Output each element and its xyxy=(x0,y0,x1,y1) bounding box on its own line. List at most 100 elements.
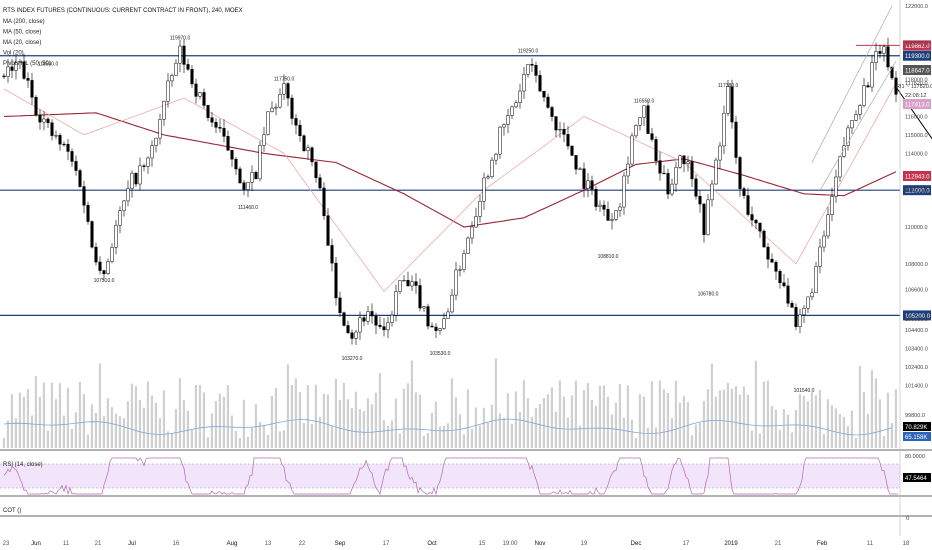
candle-body xyxy=(830,196,834,215)
volume-bar xyxy=(10,394,13,448)
candle-body xyxy=(550,107,554,117)
volume-bar xyxy=(806,401,809,448)
volume-bar xyxy=(194,384,197,448)
volume-bar xyxy=(130,383,133,448)
candle-body xyxy=(138,165,142,185)
volume-bar xyxy=(502,417,505,448)
candle-body xyxy=(486,176,490,179)
candle-body xyxy=(166,80,170,102)
volume-bar xyxy=(326,394,329,448)
candle-body xyxy=(798,314,802,327)
candle-body xyxy=(642,105,646,118)
volume-bar xyxy=(386,425,389,448)
candle-body xyxy=(702,203,706,235)
channel-upper xyxy=(811,5,893,163)
volume-bar xyxy=(198,384,201,448)
volume-bar xyxy=(346,399,349,448)
volume-bar xyxy=(454,397,457,448)
volume-bar xyxy=(174,408,177,448)
candle-body xyxy=(338,297,342,313)
volume-bar xyxy=(574,380,577,448)
candle-body xyxy=(206,105,210,118)
candle-body xyxy=(298,124,302,137)
volume-bar xyxy=(778,429,781,448)
volume-bar xyxy=(210,413,213,448)
candle-body xyxy=(214,121,218,128)
candle-body xyxy=(530,64,534,66)
level-label: 112000.0 xyxy=(905,189,930,195)
volume-bar xyxy=(374,392,377,448)
candle-body xyxy=(170,75,174,82)
price-tick: 122000.0 xyxy=(905,4,928,10)
time-label: 22:08:12 xyxy=(905,93,926,99)
candle-body xyxy=(442,318,446,329)
candle-body xyxy=(310,147,314,163)
volume-bar xyxy=(186,410,189,448)
ma200-line xyxy=(3,112,897,228)
cot-tick: 0 xyxy=(906,516,910,522)
candle-body xyxy=(890,66,894,79)
volume-bar xyxy=(206,437,209,448)
candle-body xyxy=(578,168,582,170)
candle-body xyxy=(262,134,266,146)
volume-bar xyxy=(350,408,353,448)
volume-bar xyxy=(190,429,193,448)
volume-bar xyxy=(538,403,541,448)
volume-bar xyxy=(670,418,673,448)
volume-bar xyxy=(894,389,897,448)
volume-bar xyxy=(6,420,9,448)
candle-body xyxy=(750,214,754,221)
candle-body xyxy=(42,118,46,123)
candle-body xyxy=(582,168,586,189)
indicator-label: MA (200, close) xyxy=(3,19,45,25)
candle-body xyxy=(434,326,438,331)
time-tick: Aug xyxy=(227,541,238,547)
volume-bar xyxy=(838,414,841,448)
volume-bar xyxy=(274,388,277,448)
candle-body xyxy=(482,177,486,202)
candle-body xyxy=(878,51,882,54)
candle-body xyxy=(534,65,538,76)
candle-body xyxy=(710,183,714,201)
rsi-tag xyxy=(903,473,931,482)
candle-body xyxy=(382,326,386,331)
candle-body xyxy=(618,206,622,211)
volume-bar xyxy=(578,425,581,448)
candle-body xyxy=(762,230,766,248)
candle-body xyxy=(390,314,394,323)
volume-bar xyxy=(658,380,661,448)
level-tag xyxy=(903,50,931,61)
volume-bar xyxy=(646,427,649,448)
volume-bar xyxy=(58,383,61,448)
candle-body xyxy=(34,97,38,116)
candle-body xyxy=(330,245,334,264)
candle-body xyxy=(82,186,86,206)
candle-body xyxy=(350,332,354,339)
volume-bar xyxy=(38,396,41,448)
pivot-label: 101540.0 xyxy=(794,388,815,394)
time-tick: 16 xyxy=(173,541,180,547)
candle-body xyxy=(454,269,458,296)
price-tick: 105000.0 xyxy=(905,317,928,323)
volume-bar xyxy=(554,411,557,448)
volume-bar xyxy=(442,425,445,448)
candle-body xyxy=(150,145,154,159)
volume-bar xyxy=(418,394,421,448)
candle-body xyxy=(342,312,346,326)
volume-bar xyxy=(566,417,569,448)
candle-body xyxy=(558,129,562,131)
volume-bar xyxy=(526,398,529,448)
candle-body xyxy=(498,126,502,155)
volume-bar xyxy=(98,363,101,448)
volume-bar xyxy=(866,413,869,448)
volume-bar xyxy=(342,382,345,448)
price-tag-label: 118647.0 xyxy=(905,69,930,75)
volume-bar xyxy=(222,396,225,448)
price-tag xyxy=(903,171,931,181)
candle-body xyxy=(286,83,290,99)
candle-body xyxy=(222,128,226,137)
candle-body xyxy=(306,147,310,151)
candle-body xyxy=(594,189,598,207)
candle-body xyxy=(374,315,378,326)
